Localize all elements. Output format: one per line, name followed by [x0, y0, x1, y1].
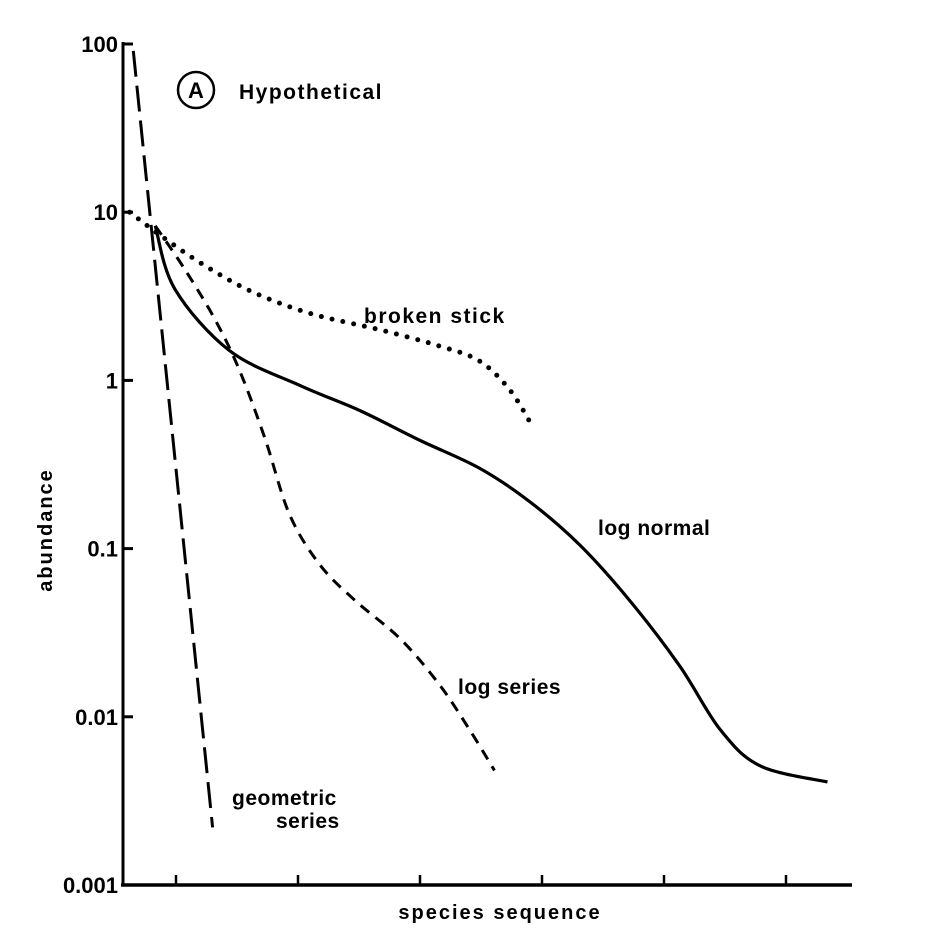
- x-ticks: [174, 875, 788, 885]
- y-tick-label: 0.001: [63, 873, 118, 898]
- panel-label-circle: [176, 70, 216, 110]
- y-tick-label: 100: [81, 32, 118, 57]
- y-tick-label: 0.01: [75, 705, 118, 730]
- x-axis-title: species sequence: [398, 902, 601, 924]
- label-broken-stick: broken stick: [364, 305, 506, 328]
- label-geometric-line1: geometric: [232, 787, 337, 810]
- y-tick-label: 0.1: [87, 537, 118, 562]
- curves: [127, 50, 828, 828]
- series-log-normal-line: [153, 225, 828, 784]
- label-log-series: log series: [458, 676, 561, 699]
- axes: [121, 42, 852, 887]
- y-tick-label: 1: [106, 368, 118, 393]
- chart-title: Hypothetical: [239, 81, 383, 104]
- y-ticks: 100 10 1 0.1 0.01 0.001: [63, 32, 133, 898]
- series-broken-stick-line: [127, 209, 536, 431]
- label-geometric-line2: series: [276, 810, 340, 833]
- y-tick-label: 10: [94, 200, 118, 225]
- label-log-normal: log normal: [598, 517, 710, 540]
- y-axis-title: abundance: [35, 468, 57, 592]
- panel-label-letter: A: [188, 78, 204, 103]
- series-geometric-series-line: [131, 50, 215, 828]
- panel-label: A: [176, 70, 216, 110]
- series-log-series-line: [154, 224, 496, 772]
